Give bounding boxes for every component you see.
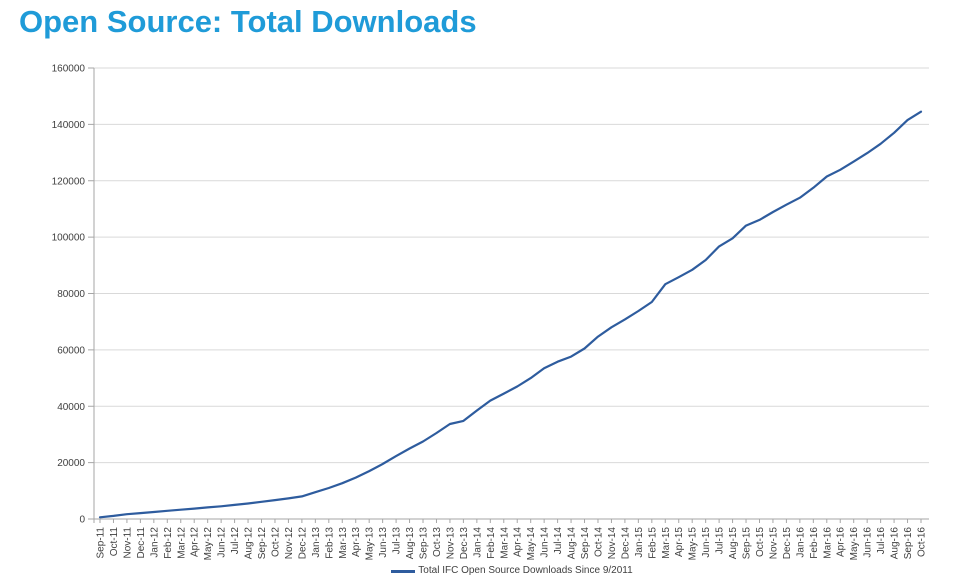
y-axis-label: 80000 (57, 289, 85, 300)
x-axis-label: Aug-16 (890, 527, 901, 560)
x-axis-label: Jun-15 (701, 527, 712, 558)
x-axis-label: May-13 (365, 527, 376, 561)
x-axis-label: Mar-16 (822, 527, 833, 559)
y-axis-label: 140000 (52, 120, 86, 131)
x-axis-label: Apr-16 (836, 527, 847, 557)
x-axis-label: Oct-16 (917, 527, 928, 557)
x-axis-label: Nov-13 (445, 527, 456, 560)
x-axis-label: Oct-15 (755, 527, 766, 557)
y-axis-label: 20000 (57, 458, 85, 469)
x-axis-label: Jul-14 (553, 527, 564, 555)
downloads-line-chart: 0 20000 40000 60000 80000 100000 120000 140000 1… (52, 64, 929, 561)
x-axis-label: Dec-12 (297, 527, 308, 560)
y-axis-label: 120000 (52, 176, 86, 187)
chart-legend: Total IFC Open Source Downloads Since 9/… (94, 565, 930, 577)
x-axis-label: Feb-13 (324, 527, 335, 559)
x-axis-label: Jun-16 (863, 527, 874, 558)
legend-line-sample (391, 569, 416, 573)
y-axis-label: 60000 (57, 345, 85, 356)
y-axis-label: 100000 (52, 233, 86, 244)
x-axis-label: Nov-15 (768, 527, 779, 560)
x-axis-label: Jan-16 (795, 527, 806, 558)
x-axis-label: Dec-15 (782, 527, 793, 560)
x-axis-label: Sep-16 (903, 527, 914, 560)
x-axis-label: Jul-12 (230, 527, 241, 555)
series-line (98, 110, 923, 519)
page-title: Open Source: Total Downloads (19, 4, 477, 39)
x-axis-label: Sep-12 (257, 527, 268, 560)
x-axis-label: Oct-12 (270, 527, 281, 557)
x-axis-label: Jan-12 (149, 527, 160, 558)
x-axis-label: Oct-14 (593, 527, 604, 557)
x-axis-label: Mar-13 (338, 527, 349, 559)
x-axis-label: Jun-12 (217, 527, 228, 558)
x-axis-label: Aug-13 (405, 527, 416, 560)
x-axis-label: Aug-15 (728, 527, 739, 560)
x-axis-label: Jan-14 (472, 527, 483, 558)
x-axis-label: Nov-14 (607, 527, 618, 560)
x-axis-label: Feb-16 (809, 527, 820, 559)
y-axis-label: 0 (79, 515, 85, 526)
x-axis-label: Jul-15 (715, 527, 726, 555)
x-axis-label: Oct-11 (109, 527, 120, 557)
x-axis-label: May-14 (526, 527, 537, 561)
y-axis-label: 40000 (57, 402, 85, 413)
x-axis-label: Sep-11 (96, 527, 107, 559)
x-axis-label: Mar-15 (661, 527, 672, 559)
y-axis-label: 160000 (52, 64, 86, 75)
x-axis-label: Sep-14 (580, 527, 591, 560)
x-axis-label: May-16 (849, 527, 860, 561)
x-axis-label: Apr-12 (190, 527, 201, 557)
x-axis-label: Jun-13 (378, 527, 389, 558)
x-axis-label: Feb-15 (647, 527, 658, 559)
x-axis-label: Sep-15 (742, 527, 753, 560)
x-axis-label: May-12 (203, 527, 214, 561)
legend-series-label: Total IFC Open Source Downloads Since 9/… (418, 565, 633, 576)
x-axis-label: Dec-13 (459, 527, 470, 560)
x-axis-label: Jan-15 (634, 527, 645, 558)
x-axis-label: Apr-14 (513, 527, 524, 557)
x-axis-label: Feb-12 (163, 527, 174, 559)
x-axis-label: Dec-11 (136, 527, 147, 559)
x-axis-label: Jul-13 (392, 527, 403, 555)
x-axis-label: Apr-13 (351, 527, 362, 557)
x-axis-label: Jul-16 (876, 527, 887, 555)
x-axis-label: Nov-11 (122, 527, 133, 559)
x-axis-label: Mar-12 (176, 527, 187, 559)
x-axis-label: Dec-14 (620, 527, 631, 560)
x-axis-label: May-15 (688, 527, 699, 561)
x-axis-label: Sep-13 (419, 527, 430, 560)
x-axis-label: Aug-14 (567, 527, 578, 560)
x-axis-label: Nov-12 (284, 527, 295, 560)
x-axis-label: Apr-15 (674, 527, 685, 557)
x-axis-label: Jan-13 (311, 527, 322, 558)
x-axis-label: Feb-14 (486, 527, 497, 559)
x-axis-label: Jun-14 (540, 527, 551, 558)
x-axis-label: Mar-14 (499, 527, 510, 559)
x-axis-label: Aug-12 (244, 527, 255, 560)
x-axis-label: Oct-13 (432, 527, 443, 557)
